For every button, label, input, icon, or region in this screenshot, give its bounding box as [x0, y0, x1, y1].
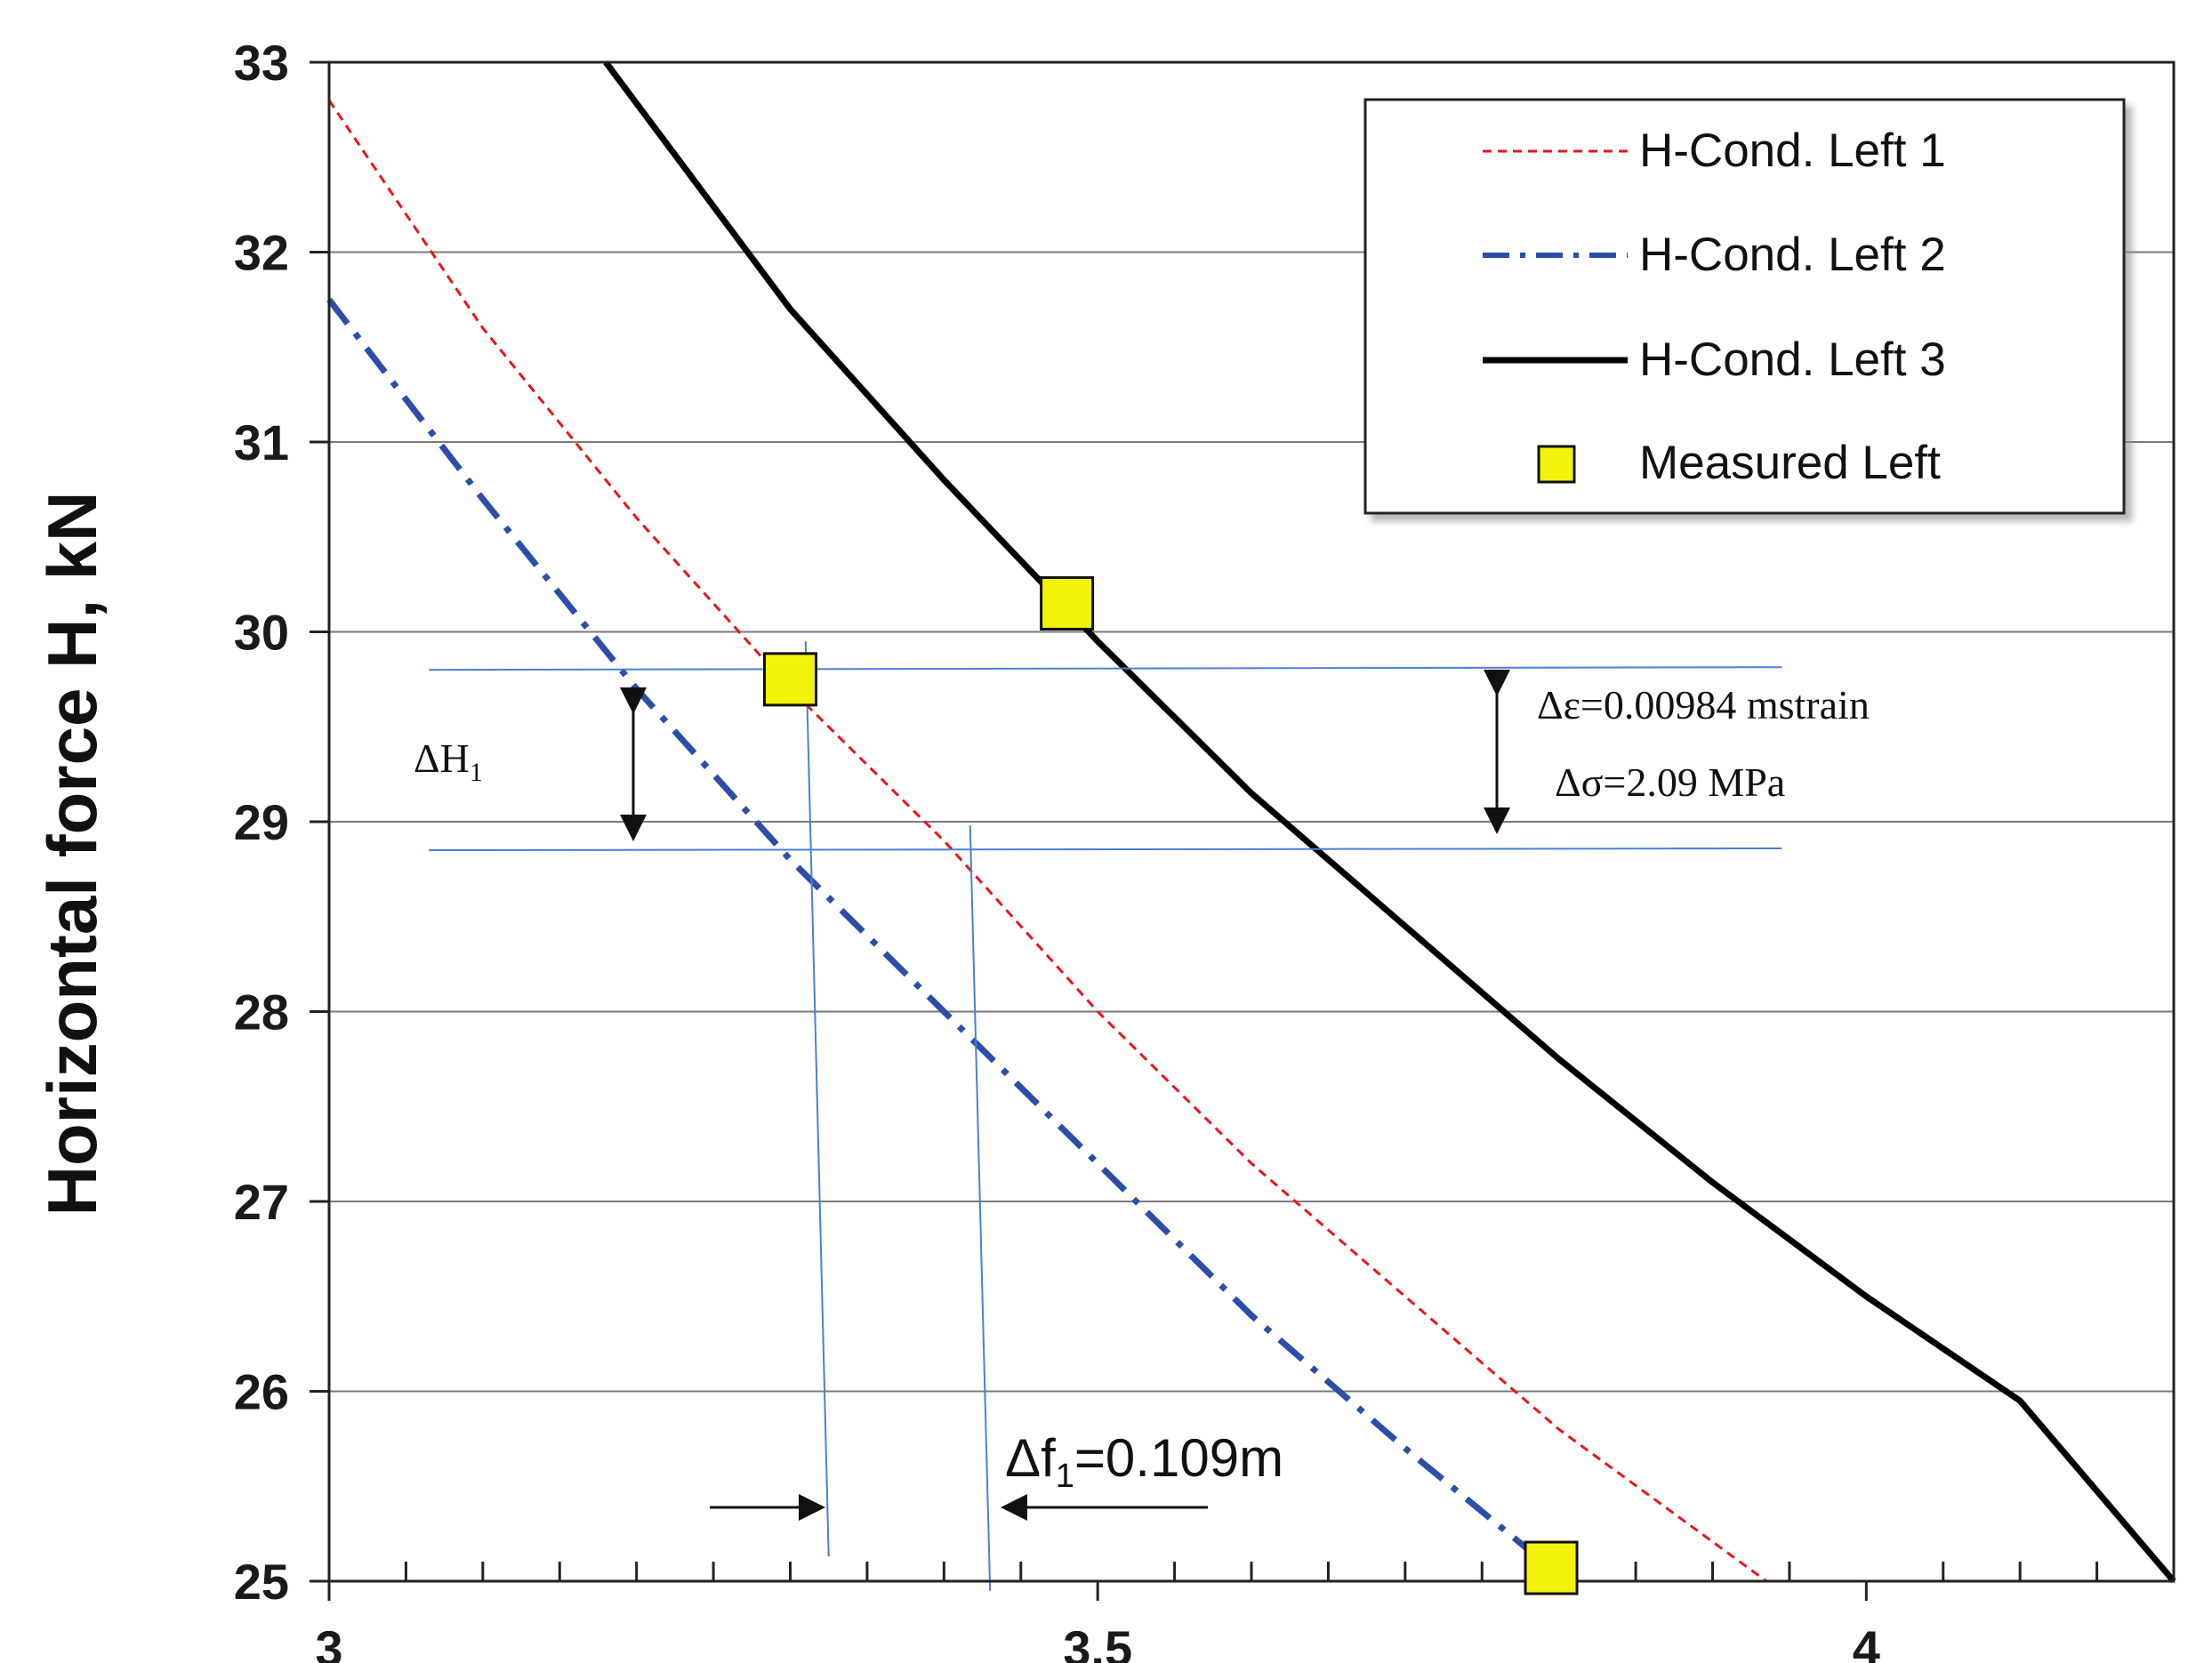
guide-lines	[429, 641, 1782, 1591]
y-axis-label: Horizontal force H, kN	[33, 492, 111, 1217]
legend-label-series-3: H-Cond. Left 3	[1639, 333, 1946, 386]
y-tick-label: 31	[234, 414, 289, 470]
y-tick-label: 33	[234, 35, 289, 91]
guide-vertical	[804, 641, 830, 1557]
y-tick-label: 32	[234, 225, 289, 281]
legend-swatch-measured	[1537, 445, 1576, 484]
x-tick-label: 4	[1853, 1620, 1880, 1663]
delta-eps-label: Δε=0.00984 mstrain	[1537, 682, 1870, 727]
legend-label-series-1: H-Cond. Left 1	[1639, 125, 1946, 177]
series-layer	[326, 60, 2176, 1584]
measured-point	[1524, 1540, 1579, 1595]
x-tick-label: 3	[315, 1620, 342, 1663]
series-line-2	[326, 297, 1546, 1565]
y-tick-label: 27	[234, 1174, 289, 1230]
delta-sigma-label: Δσ=2.09 MPa	[1555, 759, 1785, 805]
legend-label-series-2: H-Cond. Left 2	[1639, 229, 1946, 281]
legend-box	[1363, 98, 2126, 515]
measured-markers	[763, 575, 1579, 1595]
series-line-1	[327, 99, 1767, 1583]
y-tick-label: 25	[234, 1554, 289, 1610]
guide-horizontal	[429, 666, 1782, 671]
legend: H-Cond. Left 1 H-Cond. Left 2 H-Cond. Le…	[1363, 98, 2126, 515]
y-tick-label: 30	[234, 605, 289, 661]
y-tick-label: 29	[234, 794, 289, 850]
measured-point	[763, 652, 817, 707]
delta-f-label: Δf1=0.109m	[1005, 1428, 1283, 1495]
guide-horizontal	[429, 848, 1782, 852]
x-tick-label: 3.5	[1063, 1620, 1132, 1663]
y-tick-label: 28	[234, 984, 289, 1040]
measured-point	[1040, 575, 1095, 631]
guide-vertical	[969, 825, 992, 1591]
annotations: ΔH1 Δε=0.00984 mstrain Δσ=2.09 MPa Δf1=0…	[414, 670, 1870, 1521]
series-line-3	[603, 60, 2176, 1584]
y-tick-label: 26	[234, 1364, 289, 1420]
axis-ticks	[310, 60, 2176, 1601]
delta-h-label: ΔH1	[414, 735, 483, 787]
legend-label-measured: Measured Left	[1639, 437, 1941, 489]
